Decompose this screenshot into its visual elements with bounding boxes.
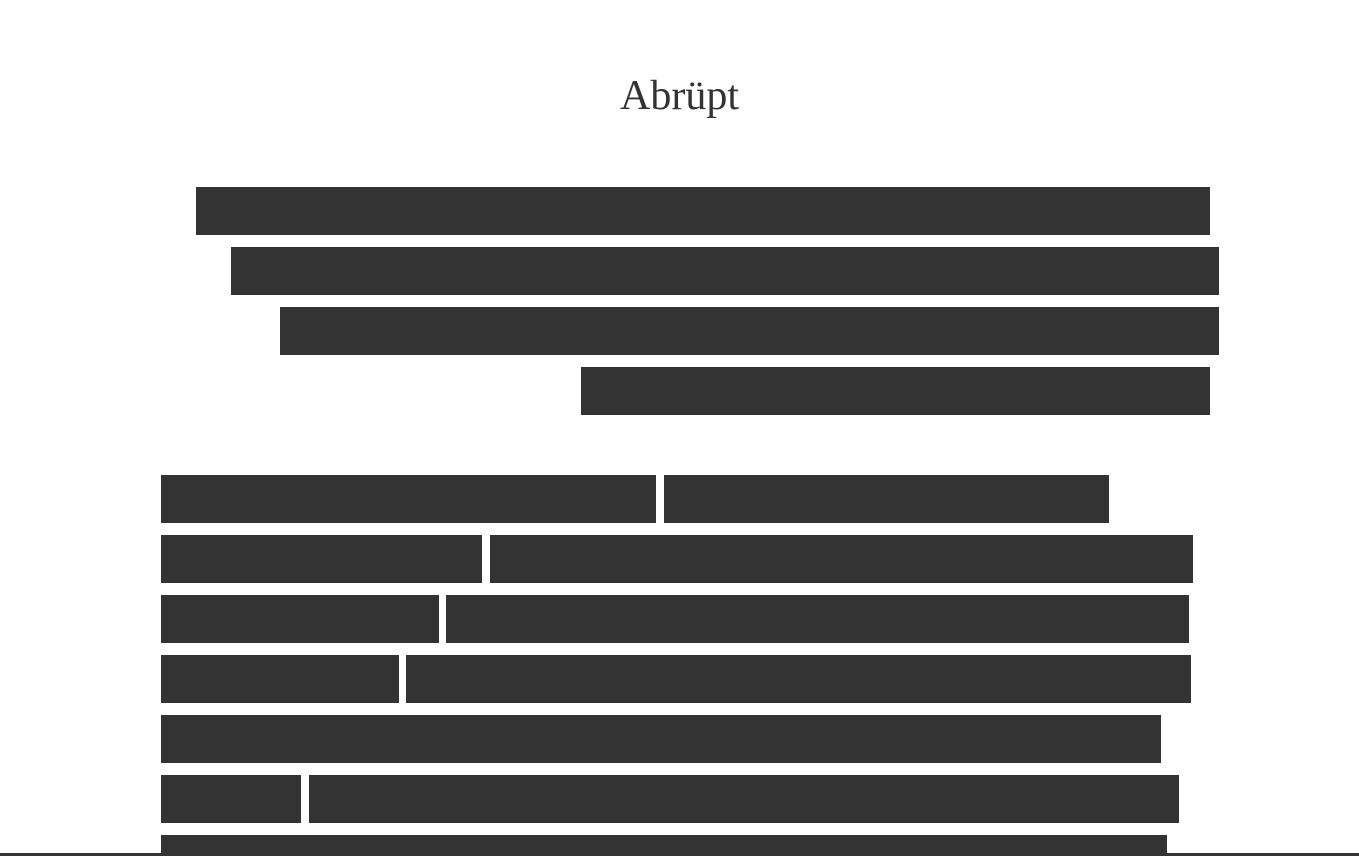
redacted-word [161, 595, 439, 643]
redacted-word [490, 535, 1193, 583]
redacted-word [664, 475, 1109, 523]
redacted-word [406, 655, 1191, 703]
redacted-line [231, 247, 1219, 295]
redacted-word [161, 835, 1167, 856]
redacted-word [446, 595, 1189, 643]
redacted-word [161, 655, 399, 703]
redacted-word [161, 535, 482, 583]
redacted-word [161, 775, 301, 823]
redacted-word [161, 475, 656, 523]
redacted-line [280, 307, 1219, 355]
redacted-line [196, 187, 1210, 235]
redacted-word [161, 715, 1161, 763]
bottom-divider [0, 853, 1359, 856]
redacted-line [581, 367, 1210, 415]
redacted-word [309, 775, 1179, 823]
page-title: Abrüpt [620, 73, 739, 119]
